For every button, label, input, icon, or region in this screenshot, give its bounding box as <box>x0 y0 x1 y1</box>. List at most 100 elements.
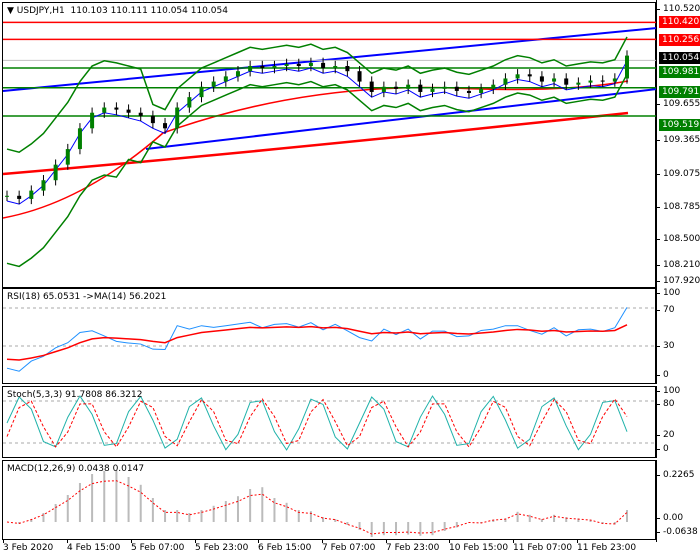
candle-body <box>406 84 411 89</box>
price-tick: 109.075 <box>657 169 700 180</box>
stochastic-axis: 100 80 20 0 <box>656 386 700 458</box>
candle-body <box>418 84 423 92</box>
time-tick: 6 Feb 15:00 <box>258 540 312 553</box>
stoch-tick: 80 <box>657 399 674 410</box>
macd-tick: 0.2265 <box>657 470 695 481</box>
macd-plot <box>6 470 628 537</box>
dropdown-triangle-icon[interactable]: ▼ <box>7 6 14 16</box>
macd-panel[interactable]: MACD(12,26,9) 0.0438 0.0147 <box>2 460 656 540</box>
macd-signal-line <box>6 480 628 535</box>
candle-body <box>235 71 240 77</box>
candle-body <box>564 78 569 85</box>
price-tick: 110.520 <box>657 4 700 15</box>
candle-body <box>576 82 581 85</box>
candle-body <box>138 112 143 116</box>
bollinger-lower <box>6 73 628 268</box>
rsi-line <box>6 307 628 372</box>
candle-body <box>296 63 301 66</box>
ohlc-values: 110.103 110.111 110.054 110.054 <box>70 6 228 16</box>
candle-body <box>77 128 82 150</box>
candle-body <box>163 123 168 129</box>
rsi-ma-line <box>6 324 628 361</box>
candle-body <box>126 109 131 113</box>
ma-fast-line <box>6 60 628 205</box>
time-tick: 3 Feb 2020 <box>3 540 54 553</box>
price-axis[interactable]: 110.520 109.655 109.365 109.075 108.785 … <box>656 0 700 290</box>
candle-body <box>381 86 386 92</box>
symbol-label: USDJPY,H1 <box>16 6 65 16</box>
macd-tick: -0.0638 <box>657 527 698 538</box>
stoch-tick: 0 <box>657 444 669 455</box>
candle-body <box>211 81 216 87</box>
candle-body <box>308 62 313 66</box>
chart-title: ▼ USDJPY,H1 110.103 110.111 110.054 110.… <box>7 6 228 16</box>
candle-body <box>29 190 34 199</box>
time-tick: 5 Feb 07:00 <box>131 540 185 553</box>
time-tick: 11 Feb 23:00 <box>577 540 637 553</box>
time-tick: 4 Feb 15:00 <box>67 540 121 553</box>
candle-body <box>430 88 435 92</box>
candle-body <box>612 78 617 82</box>
level-label-green: 109.981 <box>659 66 700 78</box>
candle-body <box>321 62 326 69</box>
rsi-tick: 0 <box>657 370 669 381</box>
price-plot <box>3 21 657 268</box>
stochastic-title: Stoch(5,3,3) 91.7808 86.3212 <box>7 390 143 400</box>
price-tick: 107.920 <box>657 276 700 287</box>
candle-body <box>17 195 22 199</box>
price-tick: 108.785 <box>657 202 700 213</box>
macd-title: MACD(12,26,9) 0.0438 0.0147 <box>7 464 145 474</box>
current-price-label: 110.054 <box>659 52 700 64</box>
candle-body <box>491 84 496 89</box>
level-label-red: 110.420 <box>659 16 700 28</box>
candle-body <box>187 97 192 108</box>
ma200-line <box>3 111 629 176</box>
candle-body <box>539 76 544 82</box>
price-tick: 108.210 <box>657 260 700 271</box>
candle-body <box>223 76 228 82</box>
candle-body <box>102 107 107 113</box>
candle-body <box>65 149 70 165</box>
rsi-plot <box>3 307 657 372</box>
candle-body <box>600 80 605 82</box>
ma-line <box>3 80 629 219</box>
candle-body <box>41 180 46 191</box>
candle-body <box>345 66 350 72</box>
candle-body <box>394 86 399 89</box>
candle-body <box>442 86 447 89</box>
candle-body <box>175 107 180 129</box>
stoch-main-line <box>6 395 628 451</box>
upper-trend-line <box>3 27 657 92</box>
rsi-tick: 100 <box>657 288 680 299</box>
time-tick: 5 Feb 23:00 <box>195 540 249 553</box>
candle-body <box>357 71 362 82</box>
stochastic-plot <box>3 395 657 451</box>
level-label-red: 110.256 <box>659 34 700 46</box>
price-tick: 109.365 <box>657 135 700 146</box>
rsi-title: RSI(18) 65.0531 ->MA(14) 56.2021 <box>7 292 167 302</box>
candle-body <box>369 81 374 92</box>
candle-body <box>552 78 557 82</box>
time-tick: 7 Feb 07:00 <box>322 540 376 553</box>
candle-body <box>5 195 9 197</box>
time-tick: 11 Feb 07:00 <box>513 540 573 553</box>
candle-body <box>199 86 204 98</box>
rsi-panel[interactable]: RSI(18) 65.0531 ->MA(14) 56.2021 <box>2 288 657 384</box>
candle-body <box>527 74 532 77</box>
candle-body <box>503 78 508 85</box>
candle-body <box>260 66 265 69</box>
stoch-tick: 100 <box>657 386 680 397</box>
candle-body <box>90 112 95 129</box>
candle-body <box>588 80 593 83</box>
candle-body <box>333 66 338 69</box>
candle-body <box>454 86 459 91</box>
candle-body <box>479 88 484 93</box>
price-chart[interactable]: ▼ USDJPY,H1 110.103 110.111 110.054 110.… <box>2 2 657 288</box>
candle-body <box>114 107 119 110</box>
bollinger-upper <box>6 36 628 154</box>
time-tick: 10 Feb 15:00 <box>449 540 509 553</box>
time-tick: 7 Feb 23:00 <box>386 540 440 553</box>
rsi-tick: 30 <box>657 341 674 352</box>
stochastic-panel[interactable]: Stoch(5,3,3) 91.7808 86.3212 <box>2 386 657 458</box>
price-tick: 109.655 <box>657 99 700 110</box>
